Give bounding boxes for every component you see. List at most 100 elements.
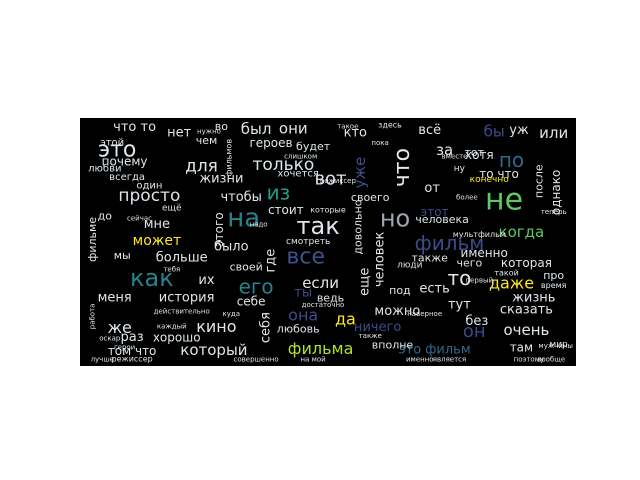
cloud-word: своего (351, 191, 390, 204)
cloud-word: мне (144, 217, 170, 232)
cloud-word: тот (465, 146, 485, 159)
cloud-word: под (389, 284, 411, 297)
cloud-word: теперь (541, 208, 567, 216)
cloud-word: может (133, 233, 182, 249)
cloud-word: почему (102, 154, 148, 168)
cloud-word: время (541, 281, 567, 290)
cloud-word: пока (371, 139, 388, 147)
cloud-word: более (456, 193, 478, 201)
cloud-word: этот (421, 205, 449, 219)
cloud-word: именно (406, 356, 434, 364)
cloud-word: без (465, 314, 488, 329)
cloud-word: куда (223, 310, 241, 318)
cloud-word: мультфильм (453, 230, 506, 239)
cloud-word: из (267, 180, 291, 204)
cloud-word: когда (499, 223, 545, 241)
cloud-word: кино (196, 317, 236, 336)
cloud-word: надо (250, 221, 268, 229)
cloud-word: это (98, 138, 136, 163)
cloud-word: наверное (407, 310, 442, 318)
cloud-word: слишком (284, 152, 317, 160)
cloud-word: на (227, 203, 260, 233)
cloud-word: меня (98, 290, 132, 305)
cloud-word: работа (88, 304, 96, 330)
cloud-word: ещё (162, 204, 182, 214)
cloud-word: кто (344, 125, 367, 140)
cloud-word: который (180, 341, 247, 359)
cloud-word: то что (479, 167, 519, 181)
cloud-word: что то (113, 120, 156, 135)
cloud-word: как (130, 264, 174, 292)
cloud-word: вот (314, 168, 346, 189)
cloud-word: больше (156, 251, 208, 266)
cloud-word: только (252, 155, 314, 175)
cloud-word: здесь (378, 121, 402, 130)
cloud-word: довольно (351, 199, 364, 254)
cloud-word: себя (259, 312, 274, 343)
cloud-word: во (215, 120, 228, 133)
cloud-word: вполне (372, 338, 414, 351)
cloud-word: героев (249, 136, 292, 150)
cloud-word: герои (114, 343, 135, 351)
cloud-word: ничего (354, 320, 401, 335)
cloud-word: на мой (300, 356, 325, 364)
cloud-word: режиссер (111, 355, 152, 364)
cloud-word: жизнь (512, 290, 555, 305)
cloud-word: уж (509, 123, 529, 138)
cloud-word: не (485, 182, 523, 217)
cloud-word: сказать (500, 303, 553, 318)
cloud-word: фильма (288, 339, 354, 358)
cloud-word: такое (337, 123, 358, 131)
cloud-word: также (359, 332, 382, 340)
cloud-word: можно (374, 304, 420, 319)
cloud-word: чтобы (220, 190, 262, 205)
cloud-word: своей (230, 260, 263, 273)
cloud-word: еще (358, 268, 373, 296)
cloud-word: поэтому (514, 356, 545, 364)
cloud-word: действительно (154, 307, 210, 315)
cloud-word: ну (454, 164, 466, 174)
cloud-word: первый (466, 276, 494, 284)
cloud-word: очень (503, 321, 549, 339)
cloud-word: так (297, 212, 340, 240)
cloud-word: да (335, 309, 356, 328)
cloud-word: она (288, 306, 318, 325)
cloud-word: этого (212, 212, 226, 247)
cloud-word: от (424, 181, 440, 196)
cloud-word: там (510, 340, 533, 354)
cloud-word: люди (397, 261, 423, 271)
cloud-word: также (411, 252, 448, 265)
cloud-word: до (98, 210, 113, 223)
cloud-word: жизни (199, 171, 243, 186)
cloud-word: чего (457, 257, 483, 270)
cloud-word: они (279, 120, 308, 138)
cloud-word: будет (296, 140, 331, 153)
cloud-word: если (302, 274, 339, 292)
word-cloud-background (80, 118, 576, 366)
cloud-word: хорошо (153, 331, 201, 345)
cloud-word: оскар (99, 335, 121, 343)
cloud-word: для (185, 156, 218, 176)
cloud-word: стоит (268, 203, 304, 217)
cloud-word: нужно (197, 128, 221, 136)
cloud-word: есть (419, 282, 449, 297)
cloud-word: которые (310, 205, 346, 214)
cloud-word: после (532, 164, 545, 198)
cloud-word: фильм (415, 231, 485, 255)
cloud-word: за (436, 141, 453, 159)
cloud-word: уже (351, 157, 369, 189)
cloud-word: что (390, 148, 415, 187)
cloud-word: однако (549, 170, 563, 215)
cloud-word: совершенно (234, 356, 279, 364)
cloud-word: или (539, 124, 568, 142)
cloud-word: просто (118, 186, 180, 206)
cloud-word: по (499, 148, 524, 172)
cloud-word: же (108, 318, 132, 337)
cloud-word: хотя (465, 148, 494, 162)
cloud-word: является (433, 356, 466, 364)
cloud-word: этой (100, 137, 124, 148)
cloud-word: нет (167, 125, 191, 140)
cloud-word: фильмов (224, 139, 233, 177)
